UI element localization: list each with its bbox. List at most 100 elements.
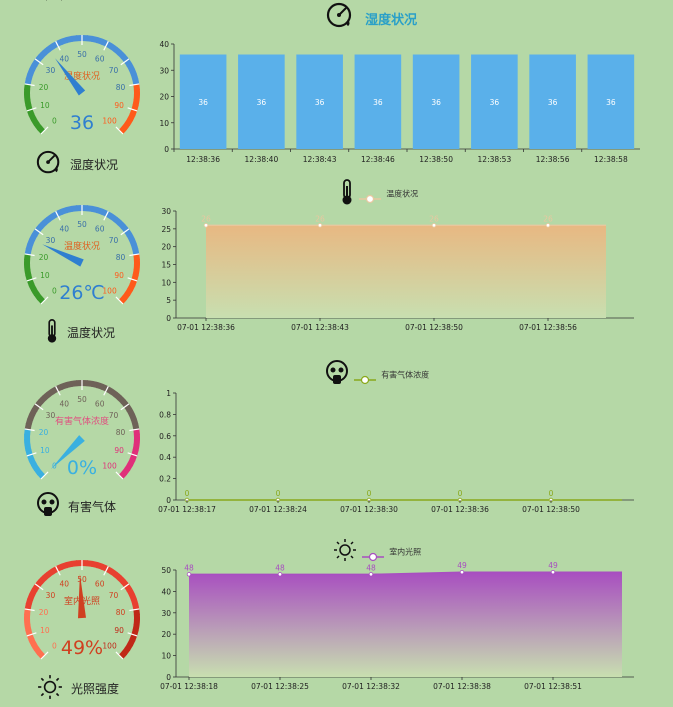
gas-gauge-tick-label: 90 (114, 446, 124, 455)
temperature-point[interactable] (431, 223, 437, 228)
gas-gauge: 010 20 30 40 50 60 70 80 90 100 有害气体浓度 0% (17, 378, 147, 497)
temperature-gauge-tick (38, 224, 44, 229)
light-gauge-tick (129, 608, 140, 612)
humidity-bar[interactable] (354, 54, 402, 150)
temperature-point[interactable] (317, 223, 323, 228)
light-gauge-tick (26, 632, 37, 637)
gas-legend-label[interactable]: 有害气体浓度 (381, 370, 430, 380)
light-gauge-tick-label: 80 (116, 608, 126, 617)
humidity-gauge: 0 10 20 30 40 50 60 70 80 90 100 湿度状况 36 (17, 33, 147, 152)
gas-gauge-tick (60, 383, 64, 390)
humidity-gauge-tick (29, 67, 36, 72)
temperature-legend-label[interactable]: 温度状况 (386, 189, 419, 199)
light-point[interactable] (277, 572, 283, 577)
temperature-gauge-tick-label: 40 (60, 224, 70, 233)
x-tick-label: 07-01 12:38:50 (522, 505, 580, 514)
temperature-gauge-tick-label: 100 (102, 287, 117, 296)
temperature-gauge-tick (30, 287, 37, 292)
x-tick-label: 12:38:40 (245, 155, 279, 164)
y-tick-label: 0.6 (159, 432, 171, 441)
light-gauge-tick (117, 575, 123, 581)
humidity-gauge-tick (113, 46, 118, 53)
temperature-gauge-tick (109, 213, 114, 220)
temperature-gauge: 0 10 20 30 40 50 60 70 80 90 100 温度状况 26℃ (17, 203, 147, 322)
light-gauge-tick (86, 560, 88, 567)
gas-gauge-tick (76, 380, 78, 387)
humidity-gauge-tick (109, 43, 114, 50)
light-gauge-tick (50, 568, 55, 575)
light-point[interactable] (459, 569, 465, 575)
y-tick-label: 10 (159, 119, 169, 128)
x-tick-label: 07-01 12:38:36 (177, 323, 235, 332)
light-gauge-tick (60, 563, 64, 570)
humidity-bar[interactable] (471, 54, 518, 150)
light-area-chart: 0 10 20 30 40 50 48 07-01 12:38:18 48 07-01 12:38… (160, 562, 634, 691)
humidity-bar[interactable] (587, 54, 635, 150)
gas-gauge-tick (113, 391, 118, 398)
light-gauge-tick (128, 592, 135, 597)
humidity-bar-label: 36 (490, 98, 500, 107)
temperature-gauge-caption: 温度状况 (45, 318, 115, 347)
humidity-gauge-tick (27, 72, 34, 76)
light-line (189, 571, 622, 575)
light-gauge-tick (113, 571, 118, 578)
light-point[interactable] (368, 572, 374, 577)
gas-legend-marker (354, 370, 377, 385)
humidity-gauge-tick (25, 103, 32, 107)
light-point[interactable] (550, 569, 556, 575)
temperature-gauge-tick-label: 70 (109, 236, 119, 245)
light-legend-label[interactable]: 室内光照 (389, 547, 422, 557)
humidity-gauge-tick-label: 50 (77, 50, 87, 59)
humidity-chart-header: 湿度状况 (326, 2, 417, 30)
light-gauge-caption: 光照强度 (37, 674, 119, 703)
humidity-bar[interactable] (296, 54, 343, 150)
gas-gauge-tick (132, 448, 139, 452)
temperature-gauge-tick (124, 291, 131, 297)
humidity-bar-label: 36 (431, 98, 441, 107)
temperature-gauge-tick (121, 295, 128, 301)
gas-gauge-tick (25, 448, 32, 452)
x-tick-label: 07-01 12:38:18 (160, 682, 218, 691)
gas-gauge-tick-label: 100 (102, 462, 117, 471)
x-tick-label: 12:38:36 (186, 155, 220, 164)
humidity-bar[interactable] (412, 54, 460, 150)
light-gauge-tick (76, 560, 78, 567)
gas-gauge-caption-text: 有害气体 (68, 500, 117, 514)
light-point[interactable] (186, 572, 192, 577)
humidity-bar[interactable] (179, 54, 227, 150)
light-chart-header: 室内光照 (333, 538, 421, 566)
temperature-gauge-tick (86, 205, 88, 212)
x-tick-label: 07-01 12:38:24 (249, 505, 307, 514)
temperature-gauge-tick (100, 208, 104, 215)
humidity-bar[interactable] (238, 54, 285, 150)
light-gauge-tick (96, 562, 99, 569)
y-tick-label: 0 (164, 145, 169, 154)
humidity-bar-label: 36 (606, 98, 616, 107)
light-gauge-tick (24, 624, 31, 626)
gas-gauge-tick (38, 399, 44, 404)
temperature-gauge-tick (115, 296, 124, 305)
humidity-bar[interactable] (529, 54, 576, 150)
humidity-gauge-icon (36, 150, 62, 179)
temperature-gauge-tick (60, 208, 64, 215)
light-gauge-tick-label: 50 (77, 575, 87, 584)
humidity-gauge-tick-label: 30 (46, 66, 56, 75)
gas-gauge-tick (40, 471, 49, 480)
humidity-gauge-tick-label: 70 (109, 66, 119, 75)
y-tick-label: 0 (166, 496, 171, 505)
gas-gauge-tick (91, 380, 94, 388)
light-gauge-tick (40, 651, 49, 660)
temperature-point[interactable] (545, 223, 551, 228)
light-gauge-tick (130, 597, 137, 601)
light-gauge-tick (46, 571, 51, 578)
gas-gauge-tick (120, 403, 130, 411)
temperature-gauge-tick (27, 242, 34, 246)
humidity-gauge-tick-label: 60 (95, 54, 105, 63)
humidity-gauge-tick (26, 107, 37, 112)
temperature-point[interactable] (203, 223, 209, 228)
temperature-gauge-pointer (42, 244, 84, 267)
temperature-gauge-tick (127, 287, 134, 292)
humidity-gauge-tick (132, 103, 139, 107)
humidity-gauge-tick (127, 117, 134, 122)
x-tick-label: 12:38:43 (303, 155, 337, 164)
